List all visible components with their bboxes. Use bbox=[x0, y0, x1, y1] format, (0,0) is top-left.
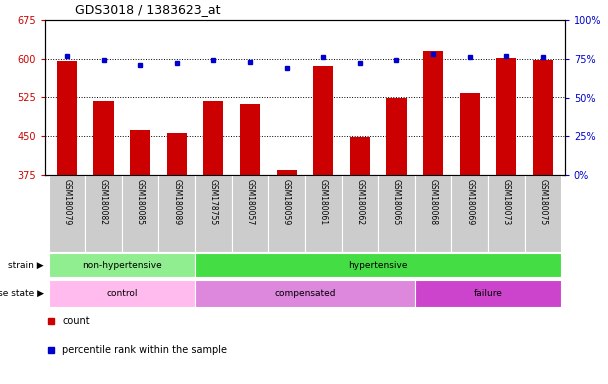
Bar bbox=[268, 175, 305, 252]
Bar bbox=[496, 58, 516, 175]
Text: disease state ▶: disease state ▶ bbox=[0, 288, 44, 298]
Bar bbox=[240, 104, 260, 175]
Bar bbox=[277, 170, 297, 175]
Text: GSM180089: GSM180089 bbox=[172, 179, 181, 225]
Bar bbox=[313, 66, 333, 175]
Bar bbox=[167, 133, 187, 175]
Text: control: control bbox=[106, 288, 137, 298]
Bar bbox=[460, 93, 480, 175]
Text: GSM180068: GSM180068 bbox=[429, 179, 438, 225]
Text: GSM180073: GSM180073 bbox=[502, 179, 511, 225]
Text: GSM180059: GSM180059 bbox=[282, 179, 291, 225]
Bar bbox=[232, 175, 268, 252]
Text: GDS3018 / 1383623_at: GDS3018 / 1383623_at bbox=[75, 3, 221, 16]
Bar bbox=[415, 175, 451, 252]
Bar bbox=[342, 175, 378, 252]
Text: count: count bbox=[62, 316, 90, 326]
Bar bbox=[195, 253, 561, 277]
Bar bbox=[386, 98, 407, 175]
Bar bbox=[195, 175, 232, 252]
Bar bbox=[49, 253, 195, 277]
Text: GSM180057: GSM180057 bbox=[246, 179, 255, 225]
Bar bbox=[195, 280, 415, 306]
Bar bbox=[130, 130, 150, 175]
Bar bbox=[57, 61, 77, 175]
Text: GSM180079: GSM180079 bbox=[63, 179, 72, 225]
Bar bbox=[378, 175, 415, 252]
Text: GSM180082: GSM180082 bbox=[99, 179, 108, 225]
Text: strain ▶: strain ▶ bbox=[8, 260, 44, 270]
Bar bbox=[159, 175, 195, 252]
Bar bbox=[533, 60, 553, 175]
Bar bbox=[305, 175, 342, 252]
Bar bbox=[525, 175, 561, 252]
Bar bbox=[122, 175, 159, 252]
Text: GSM180075: GSM180075 bbox=[538, 179, 547, 225]
Bar bbox=[423, 51, 443, 175]
Bar bbox=[85, 175, 122, 252]
Text: compensated: compensated bbox=[274, 288, 336, 298]
Text: hypertensive: hypertensive bbox=[348, 260, 408, 270]
Bar bbox=[415, 280, 561, 306]
Text: GSM178755: GSM178755 bbox=[209, 179, 218, 225]
Text: GSM180061: GSM180061 bbox=[319, 179, 328, 225]
Bar bbox=[49, 175, 85, 252]
Text: failure: failure bbox=[474, 288, 502, 298]
Bar bbox=[49, 280, 195, 306]
Text: percentile rank within the sample: percentile rank within the sample bbox=[62, 344, 227, 354]
Bar bbox=[350, 137, 370, 175]
Bar bbox=[94, 101, 114, 175]
Text: non-hypertensive: non-hypertensive bbox=[82, 260, 162, 270]
Bar bbox=[203, 101, 224, 175]
Text: GSM180085: GSM180085 bbox=[136, 179, 145, 225]
Bar bbox=[451, 175, 488, 252]
Text: GSM180062: GSM180062 bbox=[355, 179, 364, 225]
Bar bbox=[488, 175, 525, 252]
Text: GSM180069: GSM180069 bbox=[465, 179, 474, 225]
Text: GSM180065: GSM180065 bbox=[392, 179, 401, 225]
